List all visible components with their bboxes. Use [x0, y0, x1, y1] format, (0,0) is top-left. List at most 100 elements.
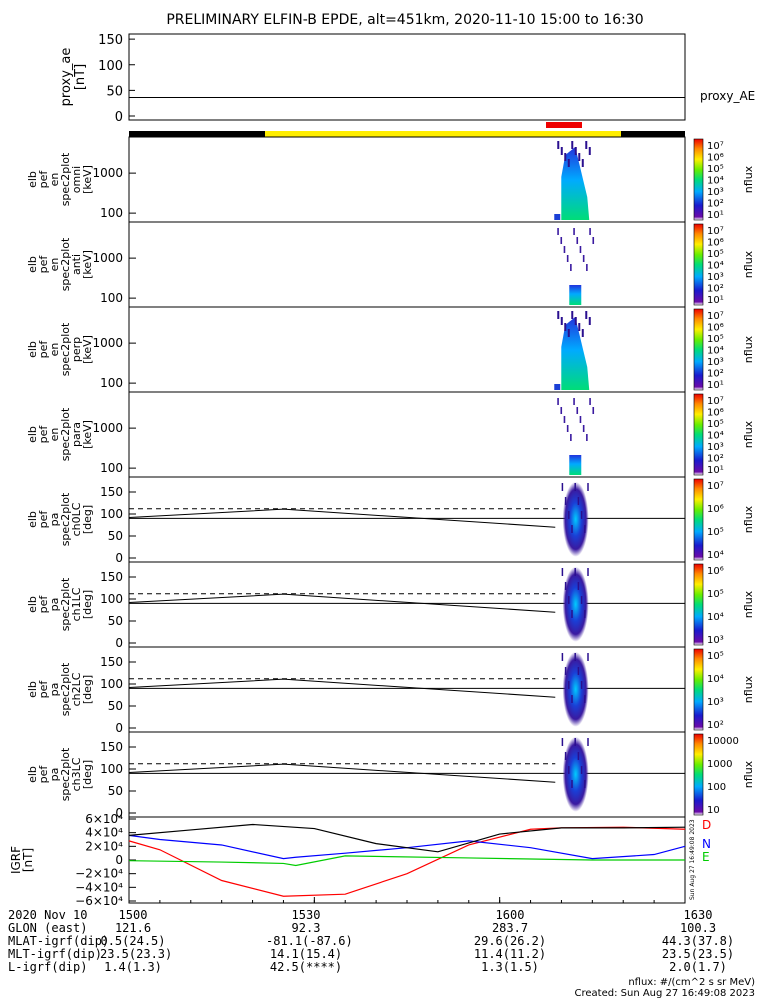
series-line-total	[128, 823, 686, 853]
y-axis-label: anti	[70, 254, 83, 275]
y-tick-label: 100	[100, 206, 123, 220]
y-tick-label: 1000	[92, 421, 123, 435]
y-axis-label: [nT]	[73, 64, 88, 90]
pitch-angle-speckle	[580, 681, 583, 689]
y-tick-label: 1000	[92, 251, 123, 265]
pitch-angle-speckle	[571, 525, 573, 533]
y-axis-label: pef	[37, 340, 50, 359]
y-axis-label: [deg]	[81, 760, 94, 789]
loss-cone-line	[128, 508, 556, 528]
spectrogram-speckle	[554, 214, 561, 220]
y-axis-label: spec2plot	[59, 152, 72, 206]
y-axis-label: [keV]	[81, 165, 94, 194]
y-tick-label: 150	[100, 485, 123, 499]
proxy-ae-legend: proxy_AE	[700, 89, 755, 103]
colorbar-tick-label: 10³	[707, 635, 724, 646]
spectrogram-speckle	[557, 398, 559, 405]
y-tick-label: 1000	[92, 336, 123, 350]
colorbar-label: nflux	[742, 675, 755, 703]
y-tick-label: 50	[108, 614, 123, 628]
colorbar-tick-label: 10¹	[707, 465, 724, 476]
spectrogram-speckle	[560, 147, 563, 155]
panel-frame	[128, 561, 686, 648]
panel-ch3LC: elbpefpaspec2plotch3LC[deg]1000010001001…	[26, 731, 755, 820]
panel-frame	[128, 391, 686, 478]
row-value: 1530	[291, 908, 321, 922]
spectrogram-speckle	[592, 407, 595, 414]
spectrogram-speckle	[563, 416, 566, 423]
pitch-angle-speckle	[574, 483, 576, 491]
colorbar-tick-label: 10⁵	[707, 249, 724, 260]
row-value: 1500	[118, 908, 148, 922]
colorbar	[693, 733, 704, 816]
y-axis-label: elb	[26, 426, 39, 443]
y-tick-label: 150	[100, 570, 123, 584]
colorbar-tick-label: 100	[707, 782, 726, 793]
y-axis-label: [deg]	[81, 590, 94, 619]
colorbar-tick-label: 10³	[707, 187, 724, 198]
region-bar	[129, 122, 685, 137]
colorbar-tick-label: 10¹	[707, 380, 724, 391]
y-tick-label: 50	[108, 784, 123, 798]
y-axis-label: en	[48, 258, 61, 272]
row-value: 29.6(26.2)	[473, 934, 547, 948]
pitch-angle-speckle	[561, 653, 564, 661]
y-axis-label: IGRF	[9, 846, 23, 874]
colorbar-tick-label: 10²	[707, 369, 724, 380]
row-value: 11.4(11.2)	[473, 947, 547, 961]
row-value: 1.4(1.3)	[104, 960, 162, 974]
colorbar	[693, 223, 704, 306]
spectrogram-speckle	[554, 384, 561, 390]
row-label: MLT-igrf(dip)	[8, 947, 102, 961]
spectrogram-speckle	[557, 228, 559, 235]
spectrogram-speckle	[571, 141, 574, 149]
y-tick-label: 0	[115, 853, 123, 867]
footer-row-mlt: MLT-igrf(dip) 23.5(23.3) 14.1(15.4) 11.4…	[0, 948, 775, 961]
colorbar-label: nflux	[742, 165, 755, 193]
colorbar-tick-label: 10²	[707, 720, 724, 731]
y-axis-label: pef	[37, 170, 50, 189]
spectrogram-speckle	[588, 317, 591, 325]
pitch-angle-speckle	[574, 738, 576, 746]
y-axis-label: pef	[37, 765, 50, 784]
pitch-angle-speckle	[564, 582, 567, 590]
y-axis-label: en	[48, 343, 61, 357]
spectrogram-speckle	[589, 228, 591, 235]
colorbar-tick-label: 10	[707, 805, 720, 816]
y-tick-label: 100	[100, 762, 123, 776]
row-value: 23.5(23.3)	[100, 947, 173, 961]
spectrogram-speckle	[582, 425, 585, 432]
pitch-angle-speckle	[587, 653, 589, 661]
y-axis-label: para	[70, 422, 83, 447]
spectrogram-speckle	[581, 329, 584, 337]
pitch-angle-speckle	[561, 483, 564, 491]
colorbar-tick-label: 10³	[707, 442, 724, 453]
legend-N: N	[702, 837, 711, 851]
row-value: 1630	[683, 908, 713, 922]
spectrogram-speckle	[563, 246, 566, 253]
y-axis-label: spec2plot	[59, 662, 72, 716]
y-axis-label: pa	[48, 683, 61, 697]
y-axis-label: ch2LC	[70, 672, 83, 706]
row-value: 42.5(****)	[269, 960, 343, 974]
colorbar-tick-label: 10⁴	[707, 550, 724, 561]
pitch-angle-speckle	[577, 752, 580, 760]
pitch-angle-intensity	[562, 651, 589, 727]
spectrogram-speckle	[588, 147, 591, 155]
pitch-angle-speckle	[571, 780, 573, 788]
spectrogram-speckle	[586, 434, 588, 441]
y-tick-label: 100	[98, 59, 123, 74]
y-tick-label: 2×10⁴	[85, 839, 123, 853]
colorbar-tick-label: 10³	[707, 357, 724, 368]
pitch-angle-intensity	[562, 481, 589, 557]
y-axis-label: spec2plot	[59, 492, 72, 546]
y-axis-label: en	[48, 173, 61, 187]
panel-frame	[128, 136, 686, 223]
colorbar-tick-label: 10³	[707, 272, 724, 283]
y-tick-label: −2×10⁴	[75, 867, 123, 881]
created-note: Created: Sun Aug 27 16:49:08 2023	[574, 988, 755, 999]
spectrogram-speckle	[586, 264, 588, 271]
